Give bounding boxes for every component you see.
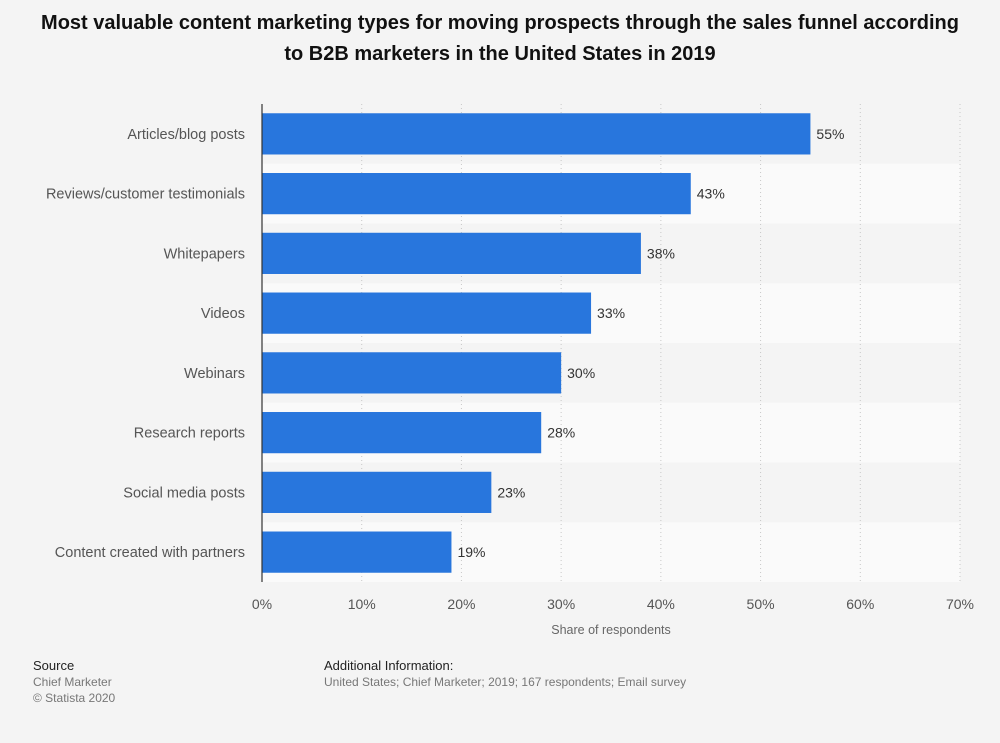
bar[interactable] (262, 113, 811, 155)
chart-title: Most valuable content marketing types fo… (41, 12, 959, 65)
bar[interactable] (262, 352, 562, 394)
additional-info-heading: Additional Information: (324, 658, 454, 673)
data-label: 33% (597, 305, 625, 321)
copyright: © Statista 2020 (33, 691, 116, 705)
source-heading: Source (33, 658, 75, 673)
additional-info-text: United States; Chief Marketer; 2019; 167… (324, 675, 687, 689)
bar[interactable] (262, 531, 452, 573)
data-label: 38% (647, 245, 675, 261)
x-tick-label: 20% (447, 596, 475, 612)
x-tick-label: 30% (547, 596, 575, 612)
x-tick-label: 70% (946, 596, 974, 612)
x-tick-label: 50% (747, 596, 775, 612)
bars (262, 113, 811, 573)
source-name: Chief Marketer (33, 675, 112, 689)
data-label: 19% (457, 544, 485, 560)
category-label: Reviews/customer testimonials (46, 187, 245, 203)
bar[interactable] (262, 471, 492, 513)
bar[interactable] (262, 232, 641, 274)
data-label: 23% (497, 484, 525, 500)
category-label: Articles/blog posts (127, 127, 245, 143)
data-label: 43% (697, 186, 725, 202)
x-tick-label: 40% (647, 596, 675, 612)
x-axis-title: Share of respondents (551, 623, 671, 637)
bar[interactable] (262, 173, 691, 215)
data-label: 28% (547, 425, 575, 441)
category-label: Webinars (184, 366, 245, 382)
category-label: Whitepapers (164, 246, 245, 262)
x-tick-label: 60% (846, 596, 874, 612)
category-label: Research reports (134, 426, 245, 442)
category-label: Videos (201, 306, 245, 322)
bar[interactable] (262, 292, 592, 334)
x-tick-label: 10% (348, 596, 376, 612)
category-label: Content created with partners (55, 545, 245, 561)
x-tick-label: 0% (252, 596, 272, 612)
bar[interactable] (262, 412, 542, 454)
category-label: Social media posts (123, 485, 245, 501)
data-label: 30% (567, 365, 595, 381)
labels: 0% 10% 20% 30% 40% 50% 60% 70% Articles/blog pos… (46, 126, 974, 612)
data-label: 55% (816, 126, 844, 142)
